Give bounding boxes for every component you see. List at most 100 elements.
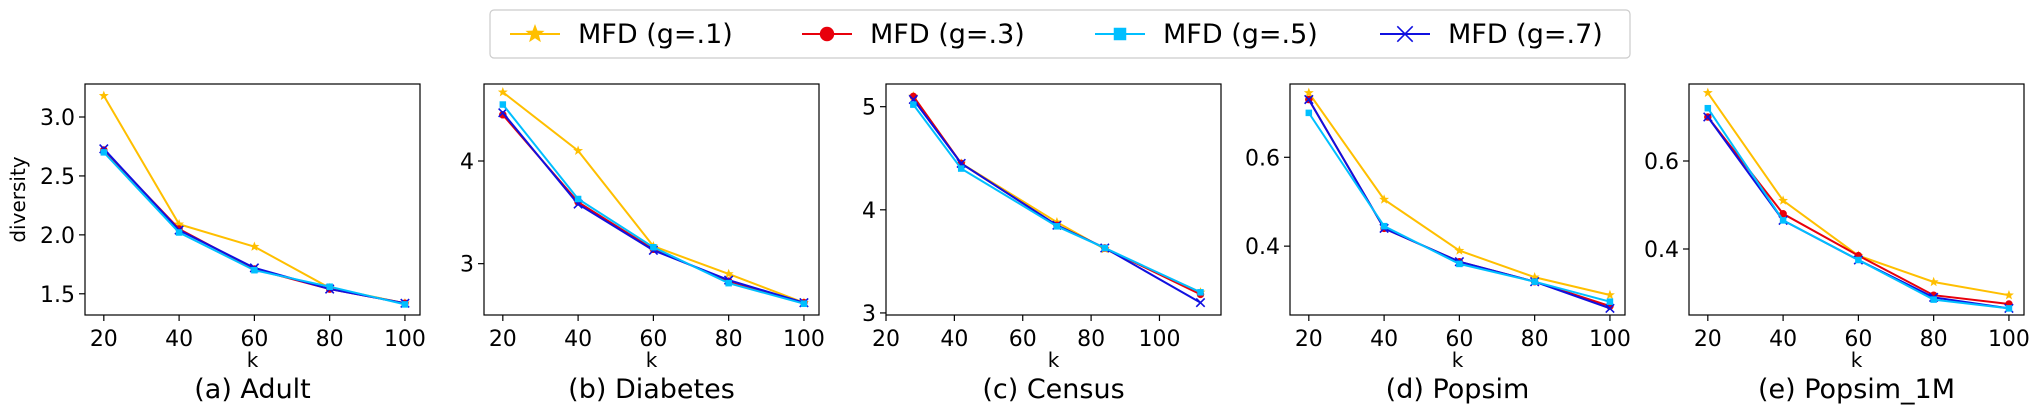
data-point (1456, 260, 1463, 268)
x-tick-label: 20 (1694, 327, 1722, 352)
series-line (502, 103, 805, 305)
x-tick-label: 100 (783, 327, 825, 352)
series-mfd-g-5 (100, 149, 409, 308)
series-line (502, 114, 805, 304)
data-point (401, 301, 409, 308)
data-point (1053, 223, 1061, 230)
data-point (723, 268, 734, 279)
data-point (1704, 104, 1712, 112)
series-mfd-g-5 (910, 101, 1204, 296)
y-tick-label: 4 (460, 150, 474, 175)
plot-frame (1289, 83, 1626, 316)
legend-label: MFD (g=.7) (1448, 19, 1603, 50)
series-line (912, 104, 1201, 294)
panel-b-diabetes: 20 40 60 80 100 3 4 k(b) Diabetes (460, 83, 825, 405)
panel-d-popsim: 20 40 60 80 100 0.4 0.6 k(d) Popsim (1245, 83, 1631, 405)
x-tick-label: 20 (1295, 327, 1323, 352)
x-tick-label: 40 (564, 327, 592, 352)
x-axis-label: k (247, 348, 259, 372)
x-tick-label: 60 (639, 327, 667, 352)
x-axis-label: k (1851, 348, 1863, 372)
series-line (912, 95, 1201, 296)
data-point (1855, 256, 1862, 264)
data-point (100, 149, 108, 156)
data-point (1779, 210, 1787, 218)
y-tick-label: 0.6 (1245, 146, 1280, 171)
legend-label: MFD (g=.3) (870, 19, 1025, 50)
x-tick-label: 60 (1009, 327, 1037, 352)
data-point (326, 283, 333, 290)
y-tick-label: 2.5 (40, 165, 75, 190)
data-point (1529, 272, 1540, 282)
x-tick-label: 80 (1521, 327, 1549, 352)
data-point (251, 266, 258, 274)
data-point (1380, 222, 1388, 230)
panel-caption: (b) Diabetes (568, 374, 735, 405)
series-mfd-g-1 (1702, 87, 2014, 300)
series-mfd-g-1 (497, 87, 809, 307)
y-tick-label: 1.5 (40, 283, 75, 308)
series-line (502, 112, 805, 304)
series-line (912, 95, 1201, 294)
series-mfd-g-7 (1703, 112, 2014, 314)
panel-caption: (e) Popsim_1M (1758, 374, 1955, 405)
x-axis-label: k (646, 348, 658, 372)
series-mfd-g-5 (499, 101, 808, 307)
legend-label: MFD (g=.1) (578, 19, 733, 50)
data-point (800, 300, 808, 307)
series-line (1706, 107, 2010, 310)
data-point (650, 243, 657, 251)
data-point (2005, 305, 2013, 312)
data-point (1379, 194, 1390, 204)
x-tick-label: 80 (1920, 327, 1948, 352)
data-point (1606, 298, 1614, 305)
y-tick-label: 2.0 (40, 224, 75, 249)
plot-frame (1688, 83, 2025, 316)
plot-frame (84, 83, 421, 316)
data-point (1778, 195, 1789, 205)
y-tick-label: 3 (862, 302, 876, 327)
data-point (725, 279, 732, 287)
x-tick-label: 100 (1138, 327, 1180, 352)
series-line (1307, 99, 1611, 308)
y-axis-label: diversity (6, 156, 30, 242)
x-tick-label: 60 (240, 327, 268, 352)
panel-caption: (a) Adult (194, 374, 311, 405)
data-point (499, 111, 507, 119)
x-tick-label: 40 (1370, 327, 1398, 352)
legend-label: MFD (g=.5) (1163, 19, 1318, 50)
data-point (1779, 217, 1787, 224)
series-mfd-g-3 (499, 111, 808, 307)
data-point (573, 145, 584, 155)
data-point (1305, 109, 1313, 117)
legend-entry-mfd-g-5: MFD (g=.5) (1095, 19, 1318, 50)
data-point (1605, 303, 1615, 314)
series-mfd-g-1 (98, 90, 410, 308)
panel-e-popsim-1m: 20 40 60 80 100 0.4 0.6 k(e) Popsim_1M (1644, 83, 2030, 405)
legend-marker-square-icon (1113, 27, 1127, 41)
series-line (1707, 116, 2010, 310)
data-point (249, 241, 260, 251)
legend-entry-mfd-g-7: MFD (g=.7) (1380, 19, 1603, 50)
data-point (1702, 87, 1713, 98)
series-mfd-g-3 (1704, 113, 2013, 308)
panel-c-census: 20 40 60 80 100 3 4 5 k(c) Census (862, 83, 1222, 405)
y-tick-label: 0.6 (1644, 150, 1679, 175)
x-axis-label: k (1452, 348, 1464, 372)
panel-caption: (c) Census (982, 374, 1124, 405)
data-point (1454, 245, 1465, 255)
data-point (1930, 296, 1937, 303)
x-tick-label: 60 (1844, 327, 1872, 352)
panel-caption: (d) Popsim (1386, 374, 1530, 405)
series-mfd-g-3 (909, 92, 1205, 299)
x-tick-label: 20 (489, 327, 517, 352)
series-line (1707, 92, 2010, 297)
x-tick-label: 100 (384, 327, 426, 352)
x-tick-label: 100 (1589, 327, 1631, 352)
legend-box (489, 9, 1631, 59)
series-line (1307, 112, 1611, 303)
x-tick-label: 80 (715, 327, 743, 352)
y-tick-label: 3 (460, 253, 474, 278)
x-tick-label: 40 (1769, 327, 1797, 352)
